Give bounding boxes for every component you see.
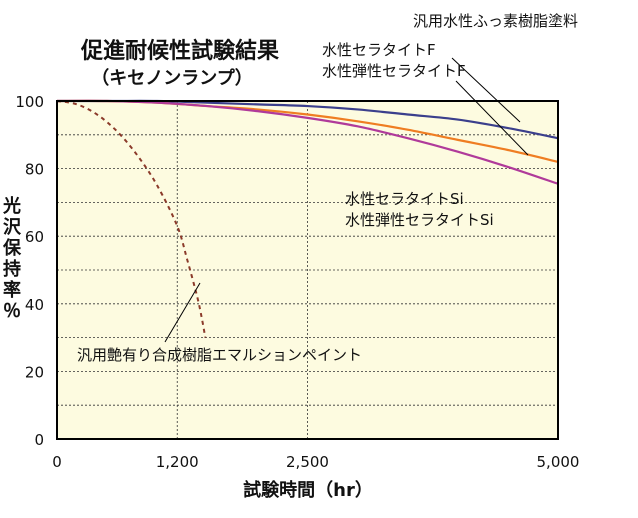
annotation-leader-line — [451, 57, 521, 123]
y-tick-label: 100 — [15, 93, 44, 111]
y-tick-label: 40 — [25, 296, 44, 314]
annotation-leader-line — [164, 282, 201, 343]
plot-frame — [56, 100, 559, 440]
x-axis-label: 試験時間（hr） — [243, 479, 373, 501]
chart-title: 促進耐候性試験結果 — [80, 38, 279, 64]
y-tick-label: 20 — [25, 363, 44, 381]
annotation-label: 水性セラタイトF — [322, 41, 436, 59]
annotation-leaders — [164, 57, 529, 343]
annotation-label: 水性弾性セラタイトSi — [345, 211, 494, 229]
series-line-2 — [56, 99, 559, 185]
annotation-label: 水性弾性セラタイトF — [322, 62, 466, 80]
x-tick-label: 5,000 — [537, 453, 580, 471]
annotation-leader-line — [455, 80, 529, 156]
x-axis-ticks: 0 1,200 2,500 5,000 — [52, 453, 579, 471]
y-tick-label: 60 — [25, 228, 44, 246]
x-tick-label: 0 — [52, 453, 62, 471]
x-tick-label: 2,500 — [286, 453, 329, 471]
chart-subtitle: （キセノンランプ） — [91, 67, 252, 89]
y-axis-label: 光沢保持率％ — [2, 195, 22, 322]
y-axis-ticks: 0 20 40 60 80 100 — [15, 93, 44, 449]
y-tick-label: 80 — [25, 161, 44, 179]
grid-lines — [57, 101, 558, 439]
annotation-label: 汎用艶有り合成樹脂エマルションペイント — [77, 346, 362, 364]
annotation-label: 汎用水性ふっ素樹脂塗料 — [413, 12, 578, 30]
series-line-3 — [56, 100, 207, 338]
y-tick-label: 0 — [34, 431, 44, 449]
series-layer — [56, 99, 559, 338]
annotation-label: 水性セラタイトSi — [345, 190, 464, 208]
x-tick-label: 1,200 — [156, 453, 199, 471]
